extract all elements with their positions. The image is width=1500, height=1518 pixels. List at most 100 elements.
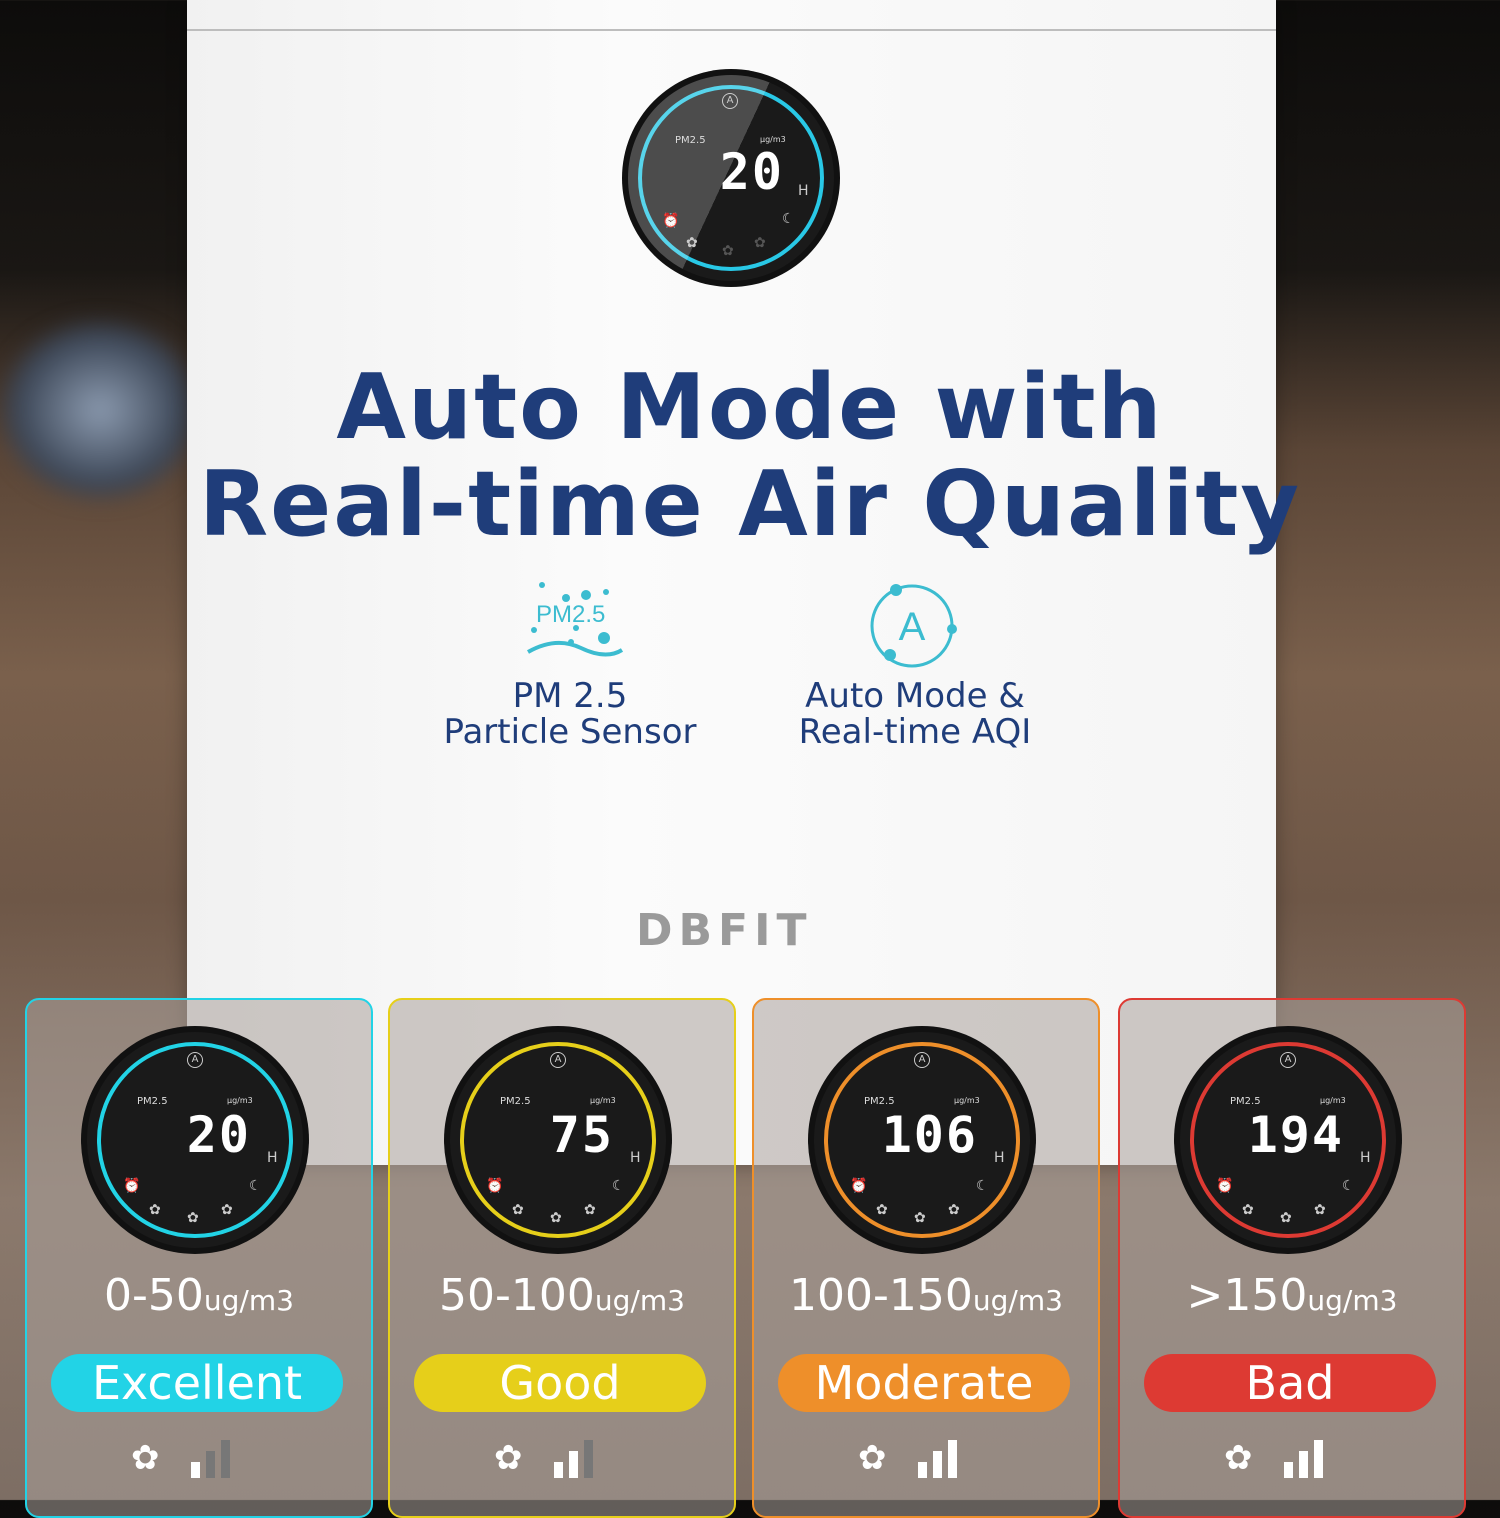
fan-icon: ✿ bbox=[1280, 1210, 1292, 1226]
pm25-label: PM2.5 bbox=[864, 1096, 895, 1107]
sleep-icon: ☾ bbox=[976, 1178, 989, 1194]
alarm-icon: ⏰ bbox=[850, 1178, 868, 1194]
card-display: A PM2.5 μg/m3 75 H ⏰ ☾ ✿ ✿ ✿ bbox=[450, 1032, 666, 1248]
feature-auto-mode: Auto Mode & Real-time AQI bbox=[765, 678, 1065, 750]
auto-mode-icon: A bbox=[550, 1052, 566, 1068]
fan-icon: ✿ bbox=[754, 235, 766, 251]
alarm-icon: ⏰ bbox=[486, 1178, 504, 1194]
display-ring bbox=[460, 1042, 656, 1238]
air-quality-card-bad: A PM2.5 μg/m3 194 H ⏰ ☾ ✿ ✿ ✿ >150ug/m3 … bbox=[1118, 998, 1466, 1518]
fan-icon: ✿ bbox=[550, 1210, 562, 1226]
pm25-value: 20 bbox=[719, 143, 784, 201]
card-display: A PM2.5 μg/m3 194 H ⏰ ☾ ✿ ✿ ✿ bbox=[1180, 1032, 1396, 1248]
sleep-icon: ☾ bbox=[612, 1178, 625, 1194]
background-blur bbox=[0, 320, 200, 500]
fan-speed-indicator bbox=[554, 1440, 593, 1478]
status-badge: Excellent bbox=[51, 1354, 343, 1412]
fan-icon: ✿ bbox=[512, 1202, 524, 1218]
pm25-range: 50-100ug/m3 bbox=[390, 1270, 734, 1321]
pm25-range: >150ug/m3 bbox=[1120, 1270, 1464, 1321]
fan-icon: ✿ bbox=[584, 1202, 596, 1218]
feature-line-2: Particle Sensor bbox=[443, 712, 697, 752]
range-unit: ug/m3 bbox=[203, 1284, 294, 1317]
range-value: 0-50 bbox=[104, 1270, 204, 1321]
svg-text:PM2.5: PM2.5 bbox=[536, 601, 605, 628]
headline-line-2: Real-time Air Quality bbox=[198, 452, 1302, 557]
sleep-icon: ☾ bbox=[782, 211, 795, 227]
pm25-range: 100-150ug/m3 bbox=[754, 1270, 1098, 1321]
fan-speed-bar bbox=[1314, 1440, 1323, 1478]
auto-mode-icon: A bbox=[1280, 1052, 1296, 1068]
headline-line-1: Auto Mode with bbox=[336, 355, 1164, 460]
fan-speed-bar bbox=[1299, 1451, 1308, 1478]
auto-mode-icon: A bbox=[722, 93, 738, 109]
hour-label: H bbox=[994, 1150, 1005, 1166]
feature-pm25-sensor: PM 2.5 Particle Sensor bbox=[420, 678, 720, 750]
feature-line-2: Real-time AQI bbox=[798, 712, 1032, 752]
unit-label: μg/m3 bbox=[1320, 1096, 1346, 1105]
pm25-value: 20 bbox=[186, 1106, 251, 1164]
fan-icon: ✿ bbox=[131, 1438, 160, 1478]
auto-mode-icon: A bbox=[914, 1052, 930, 1068]
pm25-value: 75 bbox=[549, 1106, 614, 1164]
fan-speed-bar bbox=[221, 1440, 230, 1478]
display-gloss bbox=[628, 75, 834, 281]
display-ring bbox=[638, 85, 824, 271]
fan-speed-bar bbox=[1284, 1462, 1293, 1478]
pm25-value: 194 bbox=[1247, 1106, 1344, 1164]
range-value: 50-100 bbox=[439, 1270, 595, 1321]
main-display: A PM2.5 μg/m3 20 H ⏰ ☾ ✿ ✿ ✿ bbox=[628, 75, 834, 281]
unit-label: μg/m3 bbox=[760, 135, 786, 144]
card-display: A PM2.5 μg/m3 20 H ⏰ ☾ ✿ ✿ ✿ bbox=[87, 1032, 303, 1248]
unit-label: μg/m3 bbox=[227, 1096, 253, 1105]
unit-label: μg/m3 bbox=[590, 1096, 616, 1105]
fan-speed-bar bbox=[948, 1440, 957, 1478]
range-unit: ug/m3 bbox=[1307, 1284, 1398, 1317]
pm25-particle-icon: PM2.5 bbox=[526, 580, 626, 660]
fan-icon: ✿ bbox=[1242, 1202, 1254, 1218]
fan-icon: ✿ bbox=[149, 1202, 161, 1218]
fan-speed-bar bbox=[569, 1451, 578, 1478]
status-badge: Moderate bbox=[778, 1354, 1070, 1412]
unit-label: μg/m3 bbox=[954, 1096, 980, 1105]
status-badge: Bad bbox=[1144, 1354, 1436, 1412]
range-unit: ug/m3 bbox=[594, 1284, 685, 1317]
fan-icon: ✿ bbox=[948, 1202, 960, 1218]
pm25-label: PM2.5 bbox=[1230, 1096, 1261, 1107]
range-unit: ug/m3 bbox=[972, 1284, 1063, 1317]
air-quality-card-moderate: A PM2.5 μg/m3 106 H ⏰ ☾ ✿ ✿ ✿ 100-150ug/… bbox=[752, 998, 1100, 1518]
fan-speed-bar bbox=[584, 1440, 593, 1478]
feature-line-1: PM 2.5 bbox=[512, 676, 628, 716]
fan-speed-bar bbox=[554, 1462, 563, 1478]
fan-icon: ✿ bbox=[876, 1202, 888, 1218]
alarm-icon: ⏰ bbox=[662, 213, 680, 229]
svg-text:A: A bbox=[899, 605, 926, 649]
fan-speed-indicator bbox=[191, 1440, 230, 1478]
pm25-label: PM2.5 bbox=[675, 135, 706, 146]
fan-icon: ✿ bbox=[1314, 1202, 1326, 1218]
alarm-icon: ⏰ bbox=[123, 1178, 141, 1194]
display-ring bbox=[824, 1042, 1020, 1238]
fan-icon: ✿ bbox=[722, 243, 734, 259]
fan-icon: ✿ bbox=[1224, 1438, 1253, 1478]
fan-icon: ✿ bbox=[914, 1210, 926, 1226]
hour-label: H bbox=[1360, 1150, 1371, 1166]
display-ring bbox=[97, 1042, 293, 1238]
fan-icon: ✿ bbox=[686, 235, 698, 251]
fan-speed-bar bbox=[933, 1451, 942, 1478]
hour-label: H bbox=[267, 1150, 278, 1166]
fan-speed-bar bbox=[918, 1462, 927, 1478]
hour-label: H bbox=[798, 183, 809, 199]
alarm-icon: ⏰ bbox=[1216, 1178, 1234, 1194]
pm25-value: 106 bbox=[881, 1106, 978, 1164]
status-badge: Good bbox=[414, 1354, 706, 1412]
auto-mode-icon: A bbox=[868, 582, 962, 676]
fan-speed-bar bbox=[206, 1451, 215, 1478]
pm25-range: 0-50ug/m3 bbox=[27, 1270, 371, 1321]
fan-speed-bar bbox=[191, 1462, 200, 1478]
card-display: A PM2.5 μg/m3 106 H ⏰ ☾ ✿ ✿ ✿ bbox=[814, 1032, 1030, 1248]
feature-line-1: Auto Mode & bbox=[805, 676, 1025, 716]
fan-icon: ✿ bbox=[187, 1210, 199, 1226]
air-quality-card-good: A PM2.5 μg/m3 75 H ⏰ ☾ ✿ ✿ ✿ 50-100ug/m3… bbox=[388, 998, 736, 1518]
pm25-label: PM2.5 bbox=[137, 1096, 168, 1107]
